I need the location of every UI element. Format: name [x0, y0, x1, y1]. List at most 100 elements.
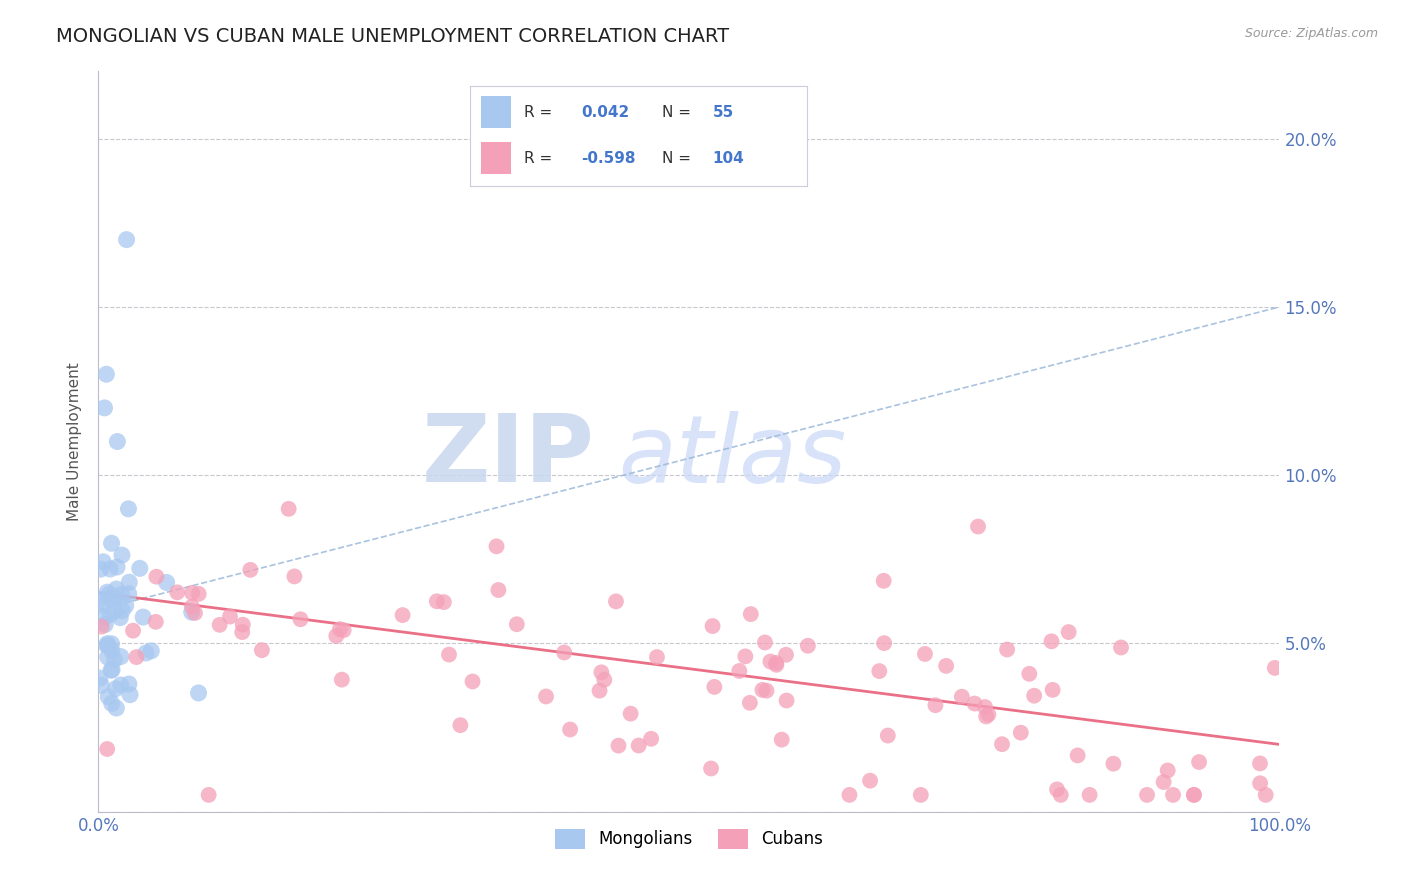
- Point: [876, 729, 898, 743]
- Point: [449, 718, 471, 732]
- Point: [329, 622, 352, 636]
- Point: [935, 659, 957, 673]
- Point: [1161, 788, 1184, 802]
- Point: [187, 686, 209, 700]
- Point: [122, 624, 145, 638]
- Point: [1018, 666, 1040, 681]
- Point: [1109, 640, 1132, 655]
- Point: [765, 657, 787, 672]
- Point: [97, 650, 120, 665]
- Point: [974, 709, 997, 723]
- Point: [1042, 682, 1064, 697]
- Point: [461, 674, 484, 689]
- Point: [105, 434, 128, 449]
- Point: [1182, 788, 1205, 802]
- Point: [111, 604, 134, 618]
- Point: [117, 501, 139, 516]
- Point: [620, 706, 643, 721]
- Point: [974, 700, 997, 714]
- Point: [100, 536, 122, 550]
- Point: [100, 591, 122, 606]
- Text: Source: ZipAtlas.com: Source: ZipAtlas.com: [1244, 27, 1378, 40]
- Point: [640, 731, 662, 746]
- Point: [627, 739, 650, 753]
- Point: [145, 570, 167, 584]
- Point: [155, 575, 177, 590]
- Point: [91, 555, 114, 569]
- Point: [702, 619, 724, 633]
- Point: [100, 663, 122, 677]
- Point: [754, 635, 776, 649]
- Point: [101, 643, 124, 657]
- Point: [90, 562, 112, 576]
- Point: [765, 656, 787, 670]
- Point: [115, 233, 138, 247]
- Point: [534, 690, 557, 704]
- Point: [607, 739, 630, 753]
- Point: [330, 673, 353, 687]
- Point: [104, 604, 127, 618]
- Point: [977, 707, 1000, 722]
- Point: [98, 562, 121, 576]
- Point: [105, 701, 128, 715]
- Point: [437, 648, 460, 662]
- Point: [1254, 788, 1277, 802]
- Point: [96, 742, 118, 756]
- Point: [180, 599, 202, 614]
- Point: [96, 637, 118, 651]
- Point: [94, 617, 117, 632]
- Point: [1046, 782, 1069, 797]
- Point: [593, 673, 616, 687]
- Point: [645, 650, 668, 665]
- Point: [96, 638, 118, 652]
- Point: [1188, 755, 1211, 769]
- Point: [277, 501, 299, 516]
- Point: [1049, 788, 1071, 802]
- Point: [873, 636, 896, 650]
- Point: [1182, 788, 1205, 802]
- Point: [90, 678, 112, 692]
- Point: [755, 683, 778, 698]
- Point: [734, 649, 756, 664]
- Point: [967, 519, 990, 533]
- Point: [250, 643, 273, 657]
- Point: [118, 575, 141, 590]
- Point: [1078, 788, 1101, 802]
- Point: [332, 623, 354, 637]
- Point: [553, 645, 575, 659]
- Point: [180, 605, 202, 619]
- Point: [103, 591, 125, 605]
- Point: [197, 788, 219, 802]
- Point: [110, 587, 132, 601]
- Point: [104, 681, 127, 696]
- Legend: Mongolians, Cubans: Mongolians, Cubans: [548, 822, 830, 855]
- Point: [135, 646, 157, 660]
- Point: [114, 599, 136, 613]
- Point: [1156, 764, 1178, 778]
- Point: [1264, 661, 1286, 675]
- Point: [859, 773, 882, 788]
- Point: [97, 690, 120, 704]
- Text: atlas: atlas: [619, 411, 846, 502]
- Point: [728, 664, 751, 678]
- Point: [1040, 634, 1063, 648]
- Point: [591, 665, 613, 680]
- Point: [283, 569, 305, 583]
- Point: [239, 563, 262, 577]
- Point: [426, 594, 449, 608]
- Point: [1153, 775, 1175, 789]
- Point: [1010, 725, 1032, 739]
- Point: [872, 574, 894, 588]
- Point: [145, 615, 167, 629]
- Point: [485, 540, 508, 554]
- Point: [1136, 788, 1159, 802]
- Point: [184, 606, 207, 620]
- Point: [110, 649, 132, 664]
- Point: [187, 587, 209, 601]
- Point: [208, 617, 231, 632]
- Point: [98, 587, 121, 601]
- Point: [1066, 748, 1088, 763]
- Point: [111, 548, 134, 562]
- Point: [110, 610, 132, 624]
- Point: [120, 688, 142, 702]
